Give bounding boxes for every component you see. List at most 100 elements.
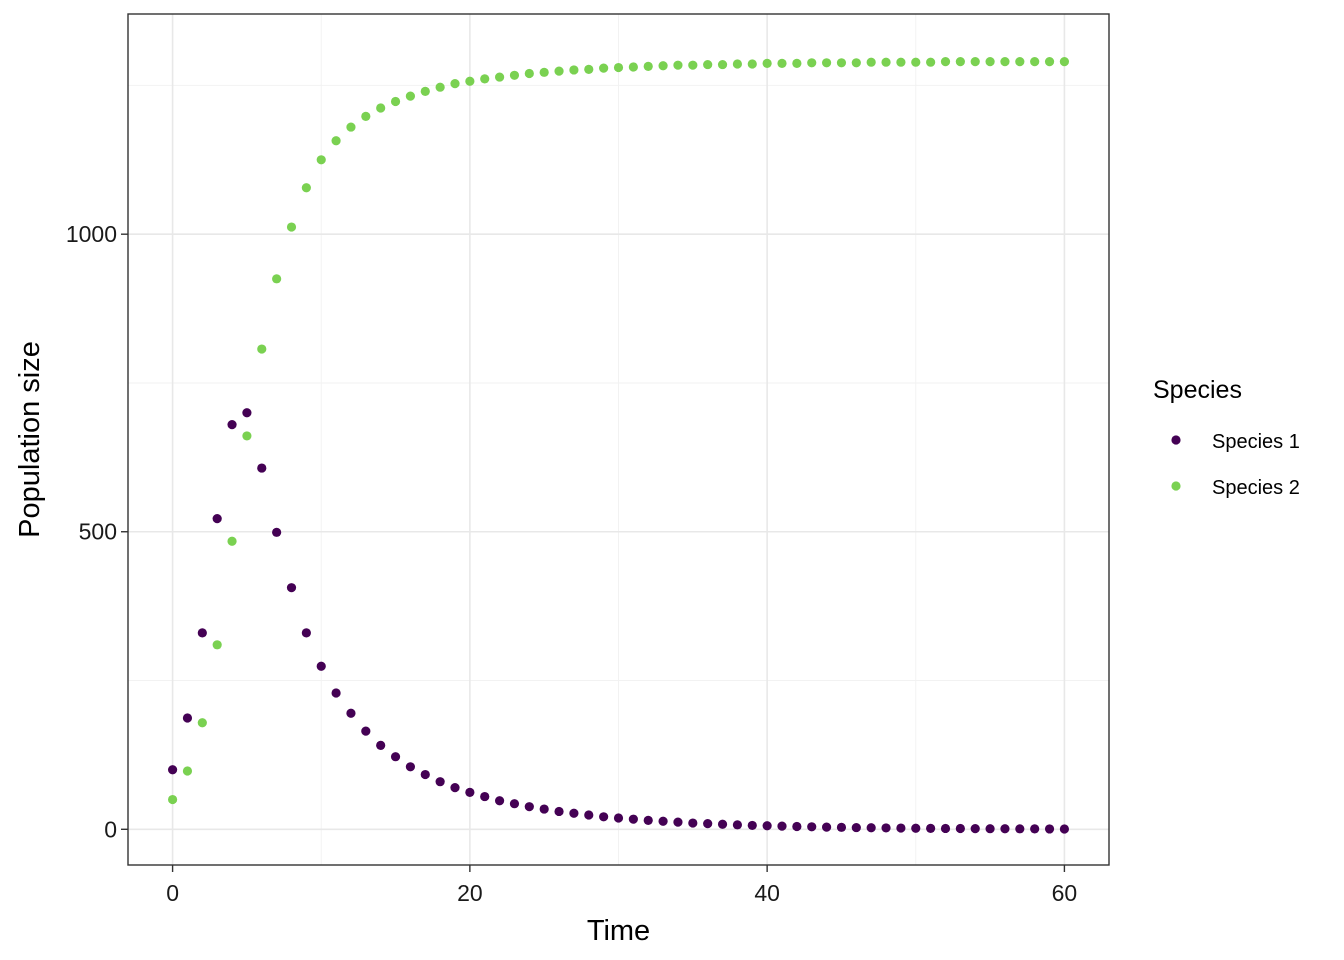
data-point bbox=[851, 58, 861, 68]
data-point bbox=[1000, 824, 1010, 834]
data-point bbox=[242, 431, 252, 441]
data-point bbox=[376, 740, 386, 750]
legend-label-species-1: Species 1 bbox=[1212, 431, 1300, 453]
data-point bbox=[435, 82, 445, 92]
x-axis: 0 20 40 60 bbox=[166, 865, 1077, 906]
legend-key-species-1 bbox=[1171, 435, 1181, 445]
data-point bbox=[376, 103, 386, 113]
data-point bbox=[257, 463, 267, 473]
data-point bbox=[985, 824, 995, 834]
x-tick-label: 60 bbox=[1052, 880, 1078, 906]
data-point bbox=[182, 713, 193, 723]
data-point bbox=[807, 822, 817, 832]
data-point bbox=[480, 74, 490, 84]
data-point bbox=[420, 769, 430, 780]
data-point bbox=[613, 62, 624, 73]
data-point bbox=[643, 61, 653, 71]
data-point bbox=[821, 822, 832, 832]
data-point bbox=[717, 59, 728, 70]
data-point bbox=[331, 688, 341, 698]
data-point bbox=[732, 59, 743, 69]
legend-key-species-2 bbox=[1171, 481, 1181, 491]
data-point bbox=[970, 57, 980, 67]
data-point bbox=[494, 796, 505, 806]
data-point bbox=[450, 79, 460, 89]
data-point bbox=[762, 821, 772, 831]
data-point bbox=[197, 628, 207, 638]
data-point bbox=[539, 804, 549, 814]
data-point bbox=[212, 640, 222, 650]
data-point bbox=[390, 752, 401, 762]
data-point bbox=[940, 57, 951, 67]
data-point bbox=[658, 816, 668, 826]
data-point bbox=[599, 812, 609, 822]
data-point bbox=[539, 67, 549, 77]
data-point bbox=[1059, 57, 1070, 67]
data-point bbox=[242, 408, 252, 418]
data-point bbox=[227, 420, 237, 430]
data-point bbox=[1044, 57, 1055, 67]
data-point bbox=[301, 628, 311, 638]
data-point bbox=[480, 791, 490, 802]
data-point bbox=[212, 514, 222, 524]
series-1 bbox=[167, 408, 1070, 834]
data-point bbox=[628, 814, 638, 824]
data-point bbox=[509, 70, 520, 80]
data-point bbox=[911, 823, 921, 833]
data-point bbox=[1030, 57, 1040, 67]
data-point bbox=[628, 62, 638, 72]
y-axis-title: Population size bbox=[14, 341, 46, 538]
data-point bbox=[331, 136, 341, 146]
x-tick-label: 40 bbox=[754, 880, 780, 906]
data-point bbox=[881, 823, 891, 833]
data-point bbox=[361, 111, 371, 121]
data-point bbox=[896, 57, 906, 67]
data-point bbox=[584, 810, 594, 820]
data-point bbox=[970, 824, 980, 834]
data-point bbox=[851, 822, 861, 833]
data-point bbox=[792, 821, 802, 832]
data-point bbox=[599, 63, 609, 73]
data-point bbox=[1000, 57, 1010, 67]
y-tick-label: 0 bbox=[104, 816, 117, 842]
data-point bbox=[524, 68, 534, 79]
x-axis-title: Time bbox=[587, 915, 650, 947]
data-point bbox=[197, 718, 207, 728]
data-point bbox=[613, 813, 624, 823]
data-point bbox=[673, 817, 683, 827]
data-point bbox=[717, 819, 728, 829]
plot-border bbox=[127, 13, 1110, 866]
data-point bbox=[301, 183, 311, 193]
data-point bbox=[1015, 57, 1025, 67]
data-point bbox=[836, 822, 847, 832]
legend: Species Species 1 Species 2 bbox=[1153, 376, 1300, 499]
y-axis: 0 500 1000 bbox=[66, 221, 128, 842]
data-point bbox=[569, 65, 579, 75]
data-point bbox=[688, 818, 698, 828]
data-point bbox=[272, 527, 282, 537]
data-point bbox=[316, 155, 326, 165]
series-2 bbox=[167, 57, 1070, 805]
data-point bbox=[167, 794, 178, 805]
data-point bbox=[821, 58, 832, 68]
data-point bbox=[584, 64, 594, 74]
data-point bbox=[896, 823, 906, 833]
data-point bbox=[940, 823, 951, 834]
data-point bbox=[509, 799, 520, 809]
x-tick-label: 0 bbox=[166, 880, 179, 906]
legend-title: Species bbox=[1153, 376, 1242, 404]
data-point bbox=[703, 59, 713, 70]
y-tick-label: 500 bbox=[79, 519, 117, 545]
data-point bbox=[361, 726, 371, 736]
data-point bbox=[777, 58, 787, 68]
data-point bbox=[286, 222, 297, 232]
data-point bbox=[777, 821, 787, 831]
data-point bbox=[420, 86, 430, 96]
data-point bbox=[450, 783, 460, 793]
data-point bbox=[286, 583, 297, 593]
data-point bbox=[435, 777, 445, 787]
data-point bbox=[747, 820, 757, 831]
data-point bbox=[405, 91, 416, 101]
data-point bbox=[866, 57, 876, 67]
data-point bbox=[866, 823, 876, 833]
